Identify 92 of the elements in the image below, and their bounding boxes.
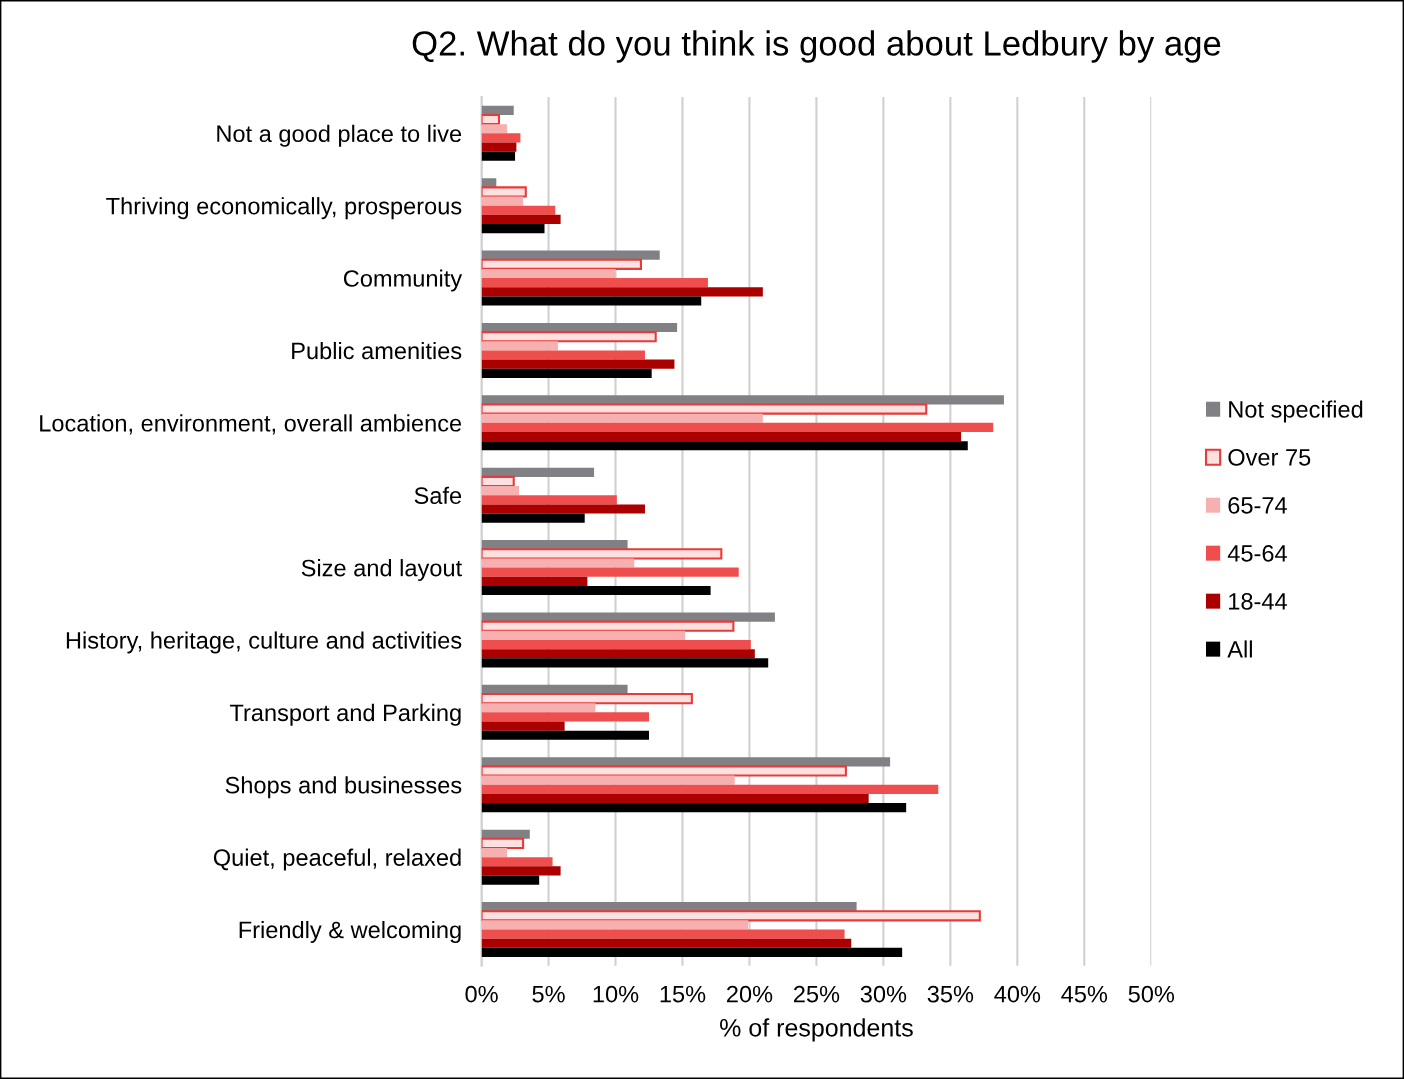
- x-tick-label: 45%: [1061, 985, 1108, 1003]
- y-tick-label: Shops and businesses: [225, 776, 462, 799]
- x-tick-label: 25%: [793, 985, 840, 1003]
- bar: [481, 495, 617, 505]
- bar: [481, 368, 652, 378]
- bar: [481, 214, 561, 225]
- bar: [481, 692, 693, 705]
- bar: [481, 875, 540, 885]
- bar: [481, 857, 553, 867]
- bar: [481, 278, 708, 288]
- bar: [481, 105, 514, 115]
- bar: [481, 268, 616, 279]
- y-tick-label: Friendly & welcoming: [239, 920, 461, 943]
- y-tick-label: Location, environment, overall ambience: [40, 414, 462, 435]
- bar: [481, 793, 869, 804]
- legend-label: 65-74: [1228, 497, 1287, 514]
- legend-label: All: [1227, 640, 1252, 658]
- bar: [481, 920, 749, 930]
- bar: [481, 765, 847, 777]
- bar: [481, 649, 755, 659]
- bar: [481, 585, 711, 596]
- bar: [481, 341, 558, 351]
- bar: [481, 467, 595, 477]
- legend-label: Over 75: [1228, 449, 1311, 466]
- bar: [481, 296, 702, 306]
- bar: [481, 929, 845, 939]
- y-tick-label: Thriving economically, prosperous: [106, 197, 462, 220]
- bar: [481, 947, 903, 958]
- bar: [481, 639, 751, 650]
- y-tick-label: Public amenities: [292, 341, 462, 360]
- x-tick-label: 5%: [532, 985, 565, 1003]
- bar: [481, 403, 928, 415]
- bar: [481, 558, 635, 568]
- bar: [481, 703, 596, 713]
- y-tick-label: Transport and Parking: [229, 703, 461, 726]
- x-tick-label: 20%: [727, 985, 773, 1003]
- bar: [481, 142, 517, 152]
- bar: [481, 620, 735, 632]
- bar: [481, 866, 561, 876]
- x-tick-label: 30%: [860, 985, 907, 1003]
- y-tick-label: Safe: [414, 486, 462, 504]
- bar: [481, 151, 516, 161]
- x-tick-label: 40%: [994, 985, 1041, 1003]
- bar: [481, 847, 508, 858]
- bar: [481, 576, 588, 586]
- x-tick-label: 0%: [465, 985, 498, 1003]
- bar: [481, 775, 735, 785]
- bar: [481, 224, 545, 234]
- bar: [481, 186, 527, 198]
- legend-label: 18-44: [1229, 593, 1287, 610]
- y-tick-label: Community: [343, 269, 463, 292]
- x-tick-label: 15%: [660, 985, 706, 1003]
- y-tick-label: Quiet, peaceful, relaxed: [213, 848, 461, 871]
- bar: [481, 837, 525, 849]
- bar: [481, 331, 657, 343]
- bar: [481, 784, 939, 794]
- chart-title: Q2. What do you think is good about Ledbury by age: [412, 30, 1221, 63]
- bar: [481, 258, 642, 270]
- y-tick-label: History, heritage, culture and activities: [66, 631, 462, 654]
- bar: [481, 730, 649, 740]
- bar: [481, 513, 585, 523]
- bar: [481, 721, 565, 731]
- bar: [481, 133, 521, 143]
- legend-label: 45-64: [1227, 545, 1287, 562]
- bar: [481, 712, 649, 722]
- bar: [481, 413, 763, 423]
- bar: [481, 658, 769, 668]
- y-tick-label: Not a good place to live: [217, 124, 462, 147]
- y-tick-label: Size and layout: [301, 559, 462, 582]
- x-tick-label: 35%: [927, 985, 974, 1003]
- bar: [481, 196, 524, 206]
- bar: [481, 938, 852, 948]
- bar: [481, 205, 556, 215]
- legend-label: Not specified: [1229, 400, 1363, 423]
- bar: [481, 630, 686, 640]
- bar: [481, 612, 775, 622]
- bar: [481, 486, 520, 496]
- bar: [481, 567, 739, 577]
- bar: [481, 359, 675, 369]
- bar: [481, 504, 645, 514]
- bar: [481, 548, 723, 560]
- bar: [481, 124, 508, 134]
- x-tick-label: 10%: [593, 985, 639, 1003]
- bar: [481, 432, 962, 442]
- bar: [481, 287, 763, 297]
- x-axis-title: % of respondents: [720, 1018, 913, 1042]
- bar: [481, 441, 968, 451]
- bar: [481, 350, 645, 360]
- bar: [481, 422, 994, 432]
- x-tick-label: 50%: [1128, 985, 1175, 1003]
- bar: [481, 910, 981, 922]
- bar: [481, 803, 907, 813]
